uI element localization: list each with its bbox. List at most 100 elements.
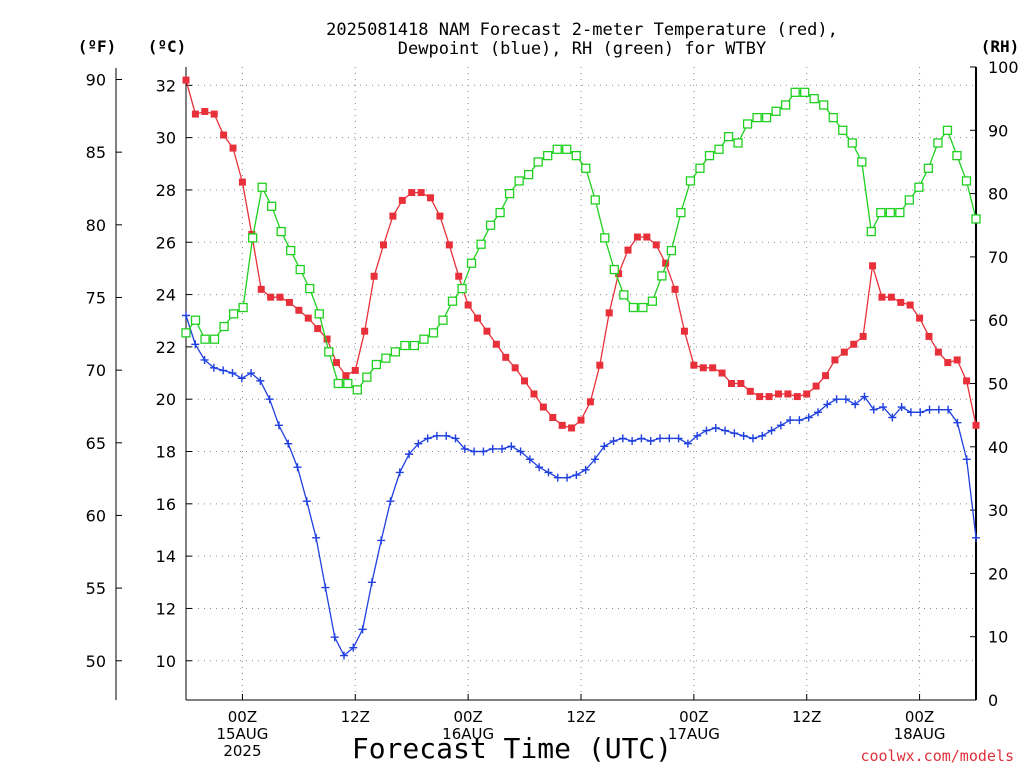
dewpoint-point (302, 497, 311, 506)
dewpoint-point (962, 455, 971, 464)
unit-label-c: (ºC) (148, 37, 187, 56)
rh-point (362, 372, 372, 382)
x-tick-label: 12Z (341, 708, 370, 726)
series-temperature (182, 76, 980, 432)
temperature-point (812, 382, 820, 390)
rh-point (790, 87, 800, 97)
dewpoint-point (228, 369, 237, 378)
rh-point (952, 150, 962, 161)
rh-point (914, 182, 924, 192)
rh-point (933, 138, 943, 148)
dewpoint-point (702, 426, 711, 435)
rh-point (600, 233, 610, 243)
temperature-point (953, 356, 961, 364)
rh-point (761, 112, 772, 123)
rh-point (514, 176, 524, 186)
c-tick-label: 18 (156, 443, 176, 462)
dewpoint-point (293, 463, 302, 472)
dewpoint-point (786, 416, 795, 425)
rh-point (752, 112, 762, 123)
temperature-point (756, 393, 764, 401)
c-tick-label: 10 (156, 652, 176, 671)
temperature-point (539, 403, 547, 411)
temperature-point (831, 356, 839, 364)
rh-point (704, 150, 715, 161)
dewpoint-point (395, 468, 404, 477)
rh-tick-label: 50 (988, 375, 1008, 394)
dewpoint-point (748, 434, 757, 443)
rh-point (628, 302, 638, 313)
temperature-point (351, 366, 359, 374)
rh-tick-label: 0 (988, 691, 998, 710)
dewpoint-point (590, 455, 599, 464)
temperature-point (521, 377, 529, 385)
rh-point (219, 321, 229, 332)
temperature-point (793, 393, 801, 401)
dewpoint-point (405, 450, 414, 459)
rh-tick-label: 100 (988, 58, 1019, 77)
rh-point (400, 340, 410, 351)
dewpoint-point (442, 431, 451, 440)
temperature-point (492, 340, 500, 348)
rh-point (371, 359, 382, 370)
rh-point (533, 157, 543, 167)
rh-point (390, 347, 401, 357)
temperature-point (464, 301, 472, 309)
rh-point (381, 353, 391, 363)
temperature-point (596, 361, 604, 369)
dewpoint-point (191, 340, 200, 349)
f-tick-label: 80 (86, 216, 106, 235)
temperature-point (191, 110, 199, 118)
dewpoint-point (730, 429, 739, 438)
temperature-point (680, 327, 688, 335)
series-dewpoint (182, 311, 980, 660)
dewpoint-point (377, 536, 386, 545)
rh-point (295, 264, 305, 275)
dewpoint-point (386, 497, 395, 506)
rh-point (809, 94, 819, 104)
dewpoint-point (544, 468, 553, 477)
rh-point (780, 100, 791, 110)
c-tick-label: 14 (156, 547, 176, 566)
dewpoint-point (795, 416, 804, 425)
rh-point (476, 239, 486, 249)
temperature-point (727, 380, 735, 387)
rh-point (723, 131, 734, 142)
rh-point (209, 334, 220, 344)
f-tick-label: 70 (86, 361, 106, 380)
dewpoint-point (274, 421, 283, 430)
temperature-point (652, 241, 660, 249)
temperature-point (916, 314, 924, 322)
rh-point (695, 163, 705, 173)
dewpoint-point (721, 426, 730, 435)
temperature-point (671, 285, 679, 293)
dewpoint-point (934, 405, 943, 414)
y-ticks-rh: 0 10 20 30 40 50 60 70 80 90 100 (970, 58, 1019, 710)
dewpoint-point (200, 355, 209, 364)
c-tick-label: 30 (156, 129, 176, 148)
rh-point (267, 201, 277, 211)
temperature-line (185, 79, 977, 429)
f-tick-label: 55 (86, 579, 106, 598)
dewpoint-point (906, 408, 915, 417)
rh-point (466, 258, 477, 268)
rh-point (942, 125, 953, 135)
rh-point (590, 195, 600, 205)
rh-point (333, 378, 343, 389)
dewpoint-point (869, 405, 878, 414)
temperature-point (398, 196, 406, 204)
dewpoint-point (358, 625, 367, 634)
temperature-point (182, 76, 190, 84)
dewpoint-point (925, 405, 934, 414)
rh-point (685, 176, 696, 186)
rh-point (438, 315, 448, 325)
temperature-point (878, 293, 886, 301)
dewpoint-point (219, 366, 228, 375)
dewpoint-point (414, 439, 423, 448)
temperature-point (276, 293, 284, 301)
rh-point (609, 264, 619, 275)
rh-point (543, 150, 553, 161)
rh-tick-label: 60 (988, 311, 1008, 330)
dewpoint-point (860, 392, 869, 401)
rh-point (819, 100, 829, 110)
